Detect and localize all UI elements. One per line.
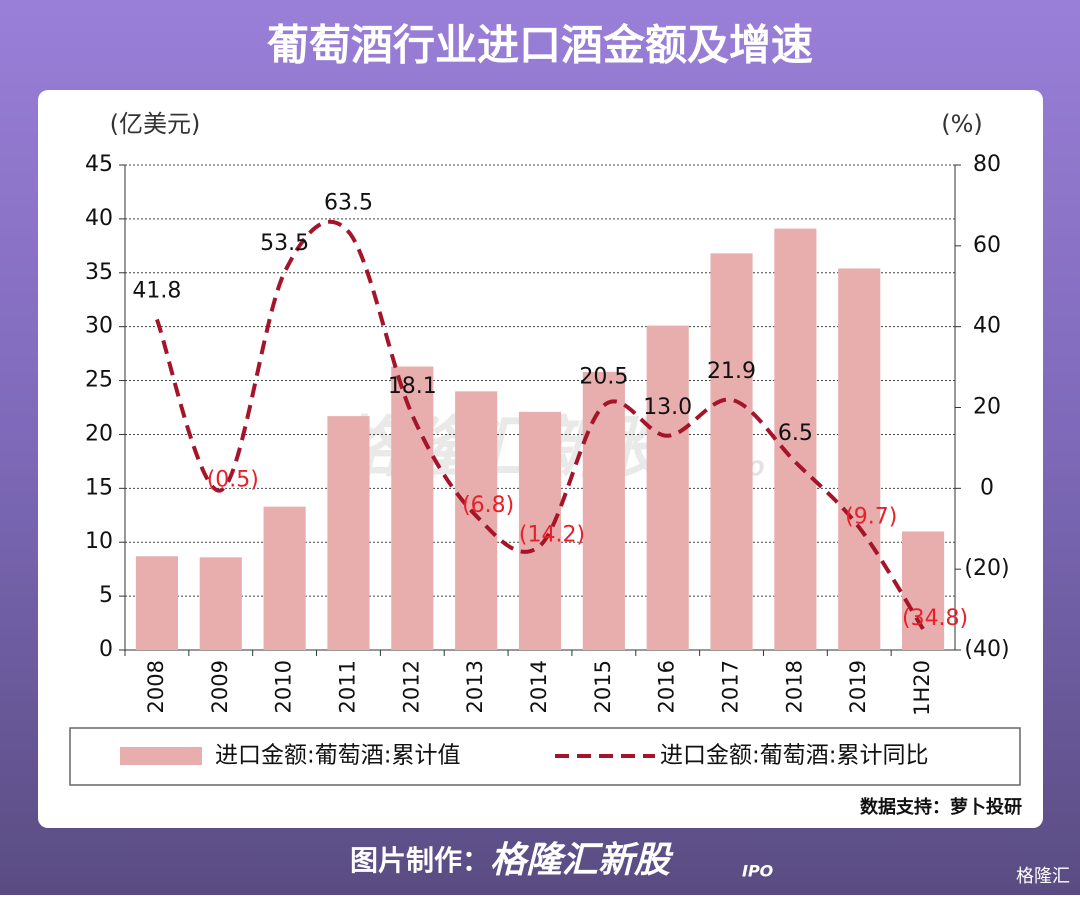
legend-label: 进口金额:葡萄酒:累计值 bbox=[215, 743, 461, 769]
bar bbox=[582, 371, 625, 650]
y-tick-label: 20 bbox=[85, 421, 113, 446]
y-tick-label: 10 bbox=[85, 529, 113, 554]
x-tick-label: 2014 bbox=[527, 660, 551, 713]
y-unit: (亿美元) bbox=[110, 110, 201, 138]
data-label: (9.7) bbox=[845, 505, 897, 530]
page-title: 葡萄酒行业进口酒金额及增速 bbox=[267, 21, 813, 70]
legend-box bbox=[69, 727, 1021, 786]
data-label: 20.5 bbox=[579, 364, 628, 389]
footer-brand: 格隆汇新股 bbox=[490, 840, 674, 881]
x-tick-label: 2008 bbox=[144, 660, 168, 713]
data-label: 6.5 bbox=[778, 421, 813, 446]
bar bbox=[838, 268, 881, 650]
x-tick-label: 2013 bbox=[463, 660, 487, 713]
x-tick-label: 2009 bbox=[208, 660, 232, 713]
legend-swatch bbox=[120, 747, 202, 765]
y2-unit: (%) bbox=[941, 110, 983, 138]
source: 数据支持：萝卜投研 bbox=[860, 796, 1022, 818]
x-tick-label: 2016 bbox=[655, 660, 679, 713]
legend-label: 进口金额:葡萄酒:累计同比 bbox=[660, 743, 929, 769]
x-tick-label: 1H20 bbox=[910, 660, 934, 716]
bar bbox=[902, 531, 945, 650]
y-tick-label: 30 bbox=[85, 314, 113, 339]
x-tick-label: 2019 bbox=[846, 660, 870, 713]
bar bbox=[135, 556, 178, 650]
y-tick-label: 15 bbox=[85, 475, 113, 500]
x-tick-label: 2012 bbox=[399, 660, 423, 713]
y2-tick-label: 20 bbox=[973, 395, 1001, 420]
x-tick-label: 2015 bbox=[591, 660, 615, 713]
line bbox=[155, 219, 925, 631]
data-label: 41.8 bbox=[132, 278, 181, 303]
y-tick-label: 35 bbox=[85, 260, 113, 285]
data-label: 63.5 bbox=[324, 191, 373, 216]
bar bbox=[646, 325, 689, 650]
data-label: (6.8) bbox=[462, 493, 514, 518]
y-tick-label: 5 bbox=[99, 583, 113, 608]
bar bbox=[263, 506, 306, 650]
bar bbox=[455, 391, 498, 650]
y2-tick-label: 60 bbox=[973, 233, 1001, 258]
data-label: 53.5 bbox=[260, 231, 309, 256]
y2-tick-label: (20) bbox=[964, 556, 1009, 581]
x-tick-label: 2011 bbox=[335, 660, 359, 713]
bar bbox=[327, 416, 370, 650]
data-label: (14.2) bbox=[519, 523, 585, 548]
y2-tick-label: 0 bbox=[980, 475, 994, 500]
y-tick-label: 0 bbox=[99, 637, 113, 662]
data-label: (0.5) bbox=[207, 467, 259, 492]
y-tick-label: 45 bbox=[85, 152, 113, 177]
y2-tick-label: 40 bbox=[973, 314, 1001, 339]
data-label: 18.1 bbox=[388, 374, 437, 399]
x-tick-label: 2018 bbox=[782, 660, 806, 713]
data-label: (34.8) bbox=[902, 606, 968, 631]
bar bbox=[774, 228, 817, 651]
bar bbox=[710, 253, 753, 650]
y-tick-label: 25 bbox=[85, 368, 113, 393]
data-label: 21.9 bbox=[707, 359, 756, 384]
data-label: 13.0 bbox=[643, 395, 692, 420]
x-tick-label: 2010 bbox=[272, 660, 296, 713]
y2-tick-label: (40) bbox=[964, 637, 1009, 662]
y-tick-label: 40 bbox=[85, 206, 113, 231]
footer-logo: 格隆汇 bbox=[1016, 866, 1070, 887]
bar bbox=[199, 557, 242, 650]
y2-tick-label: 80 bbox=[973, 152, 1001, 177]
bar bbox=[518, 411, 562, 650]
bar bbox=[391, 366, 434, 650]
footer-prefix: 图片制作： bbox=[350, 844, 490, 877]
x-tick-label: 2017 bbox=[719, 660, 743, 713]
footer-brand-sub: IPO bbox=[742, 862, 774, 881]
